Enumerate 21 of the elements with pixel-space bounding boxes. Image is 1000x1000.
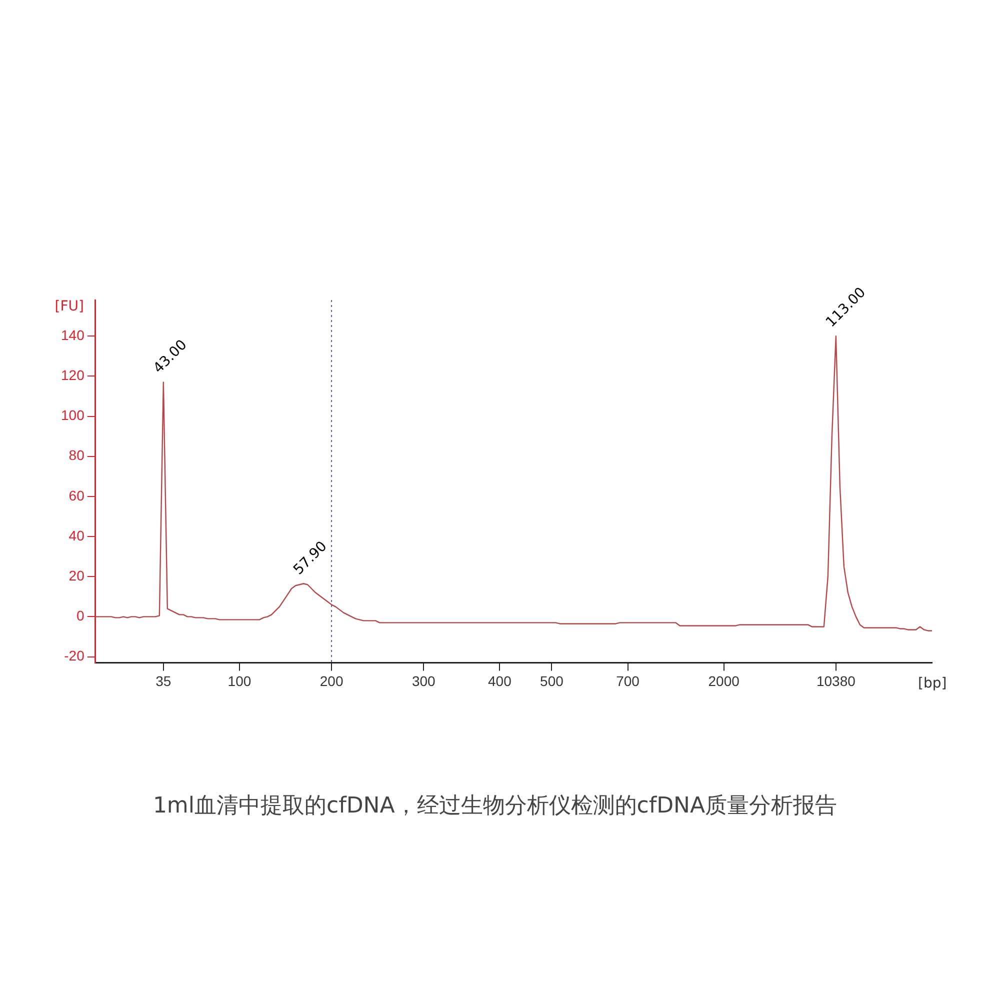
x-tick-label: 35 — [156, 673, 172, 690]
text: 1ml血清中提取的cfDNA，经过生物分析仪检测的cfDNA质量分析报告 — [152, 794, 838, 819]
y-tick-label: 140 — [61, 326, 85, 343]
x-tick-label: 10380 — [816, 673, 856, 690]
y-tick-label: -20 — [64, 648, 85, 664]
x-tick-label: 2000 — [708, 673, 740, 690]
y-tick-label: 100 — [61, 407, 85, 424]
y-tick-label: 0 — [76, 608, 85, 624]
x-tick-label: 700 — [616, 673, 640, 690]
y-tick-label: 60 — [68, 487, 85, 504]
x-tick-label: 200 — [320, 673, 344, 690]
x-tick-label: 500 — [540, 673, 564, 690]
x-tick-label: 400 — [488, 673, 512, 690]
y-tick-label: 120 — [61, 367, 85, 384]
y-tick-label: 80 — [68, 447, 85, 464]
y-tick-label: 40 — [68, 527, 85, 544]
y-axis-title: [FU] — [54, 298, 84, 315]
x-axis-title: [bp] — [918, 675, 947, 692]
x-tick-label: 100 — [228, 673, 252, 690]
y-tick-label: 20 — [68, 567, 85, 584]
x-tick-label: 300 — [412, 673, 436, 690]
